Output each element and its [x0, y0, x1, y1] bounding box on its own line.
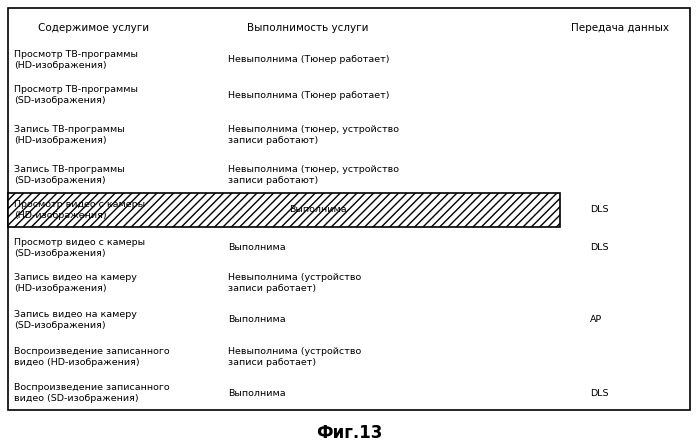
Text: Запись ТВ-программы
(HD-изображения): Запись ТВ-программы (HD-изображения): [14, 125, 124, 145]
Text: Запись ТВ-программы
(SD-изображения): Запись ТВ-программы (SD-изображения): [14, 165, 124, 185]
Text: Просмотр видео с камеры
(HD-изображения): Просмотр видео с камеры (HD-изображения): [14, 200, 145, 220]
Text: Выполнима: Выполнима: [289, 206, 347, 215]
Text: Невыполнима (устройство
записи работает): Невыполнима (устройство записи работает): [228, 273, 361, 293]
Text: Передача данных: Передача данных: [571, 23, 669, 33]
Text: Невыполнима (Тюнер работает): Невыполнима (Тюнер работает): [228, 90, 389, 99]
Text: Невыполнима (Тюнер работает): Невыполнима (Тюнер работает): [228, 56, 389, 65]
Bar: [8, 8, 690, 410]
Text: Запись видео на камеру
(HD-изображения): Запись видео на камеру (HD-изображения): [14, 273, 137, 293]
Text: DLS: DLS: [590, 206, 609, 215]
Text: Невыполнима (устройство
записи работает): Невыполнима (устройство записи работает): [228, 347, 361, 367]
Text: Выполнимость услуги: Выполнимость услуги: [247, 23, 369, 33]
Text: Воспроизведение записанного
видео (HD-изображения): Воспроизведение записанного видео (HD-из…: [14, 347, 170, 367]
Bar: [8, 193, 560, 227]
Text: Фиг.13: Фиг.13: [316, 424, 382, 442]
Text: Невыполнима (тюнер, устройство
записи работают): Невыполнима (тюнер, устройство записи ра…: [228, 125, 399, 145]
Text: Просмотр ТВ-программы
(HD-изображения): Просмотр ТВ-программы (HD-изображения): [14, 50, 138, 70]
Text: AP: AP: [590, 315, 603, 324]
Text: Выполнима: Выполнима: [228, 388, 286, 397]
Text: Выполнима: Выполнима: [228, 315, 286, 324]
Text: Содержимое услуги: Содержимое услуги: [38, 23, 150, 33]
Text: Запись видео на камеру
(SD-изображения): Запись видео на камеру (SD-изображения): [14, 310, 137, 330]
Text: Просмотр ТВ-программы
(SD-изображения): Просмотр ТВ-программы (SD-изображения): [14, 85, 138, 105]
Text: DLS: DLS: [590, 244, 609, 253]
Text: DLS: DLS: [590, 388, 609, 397]
Text: Просмотр видео с камеры
(SD-изображения): Просмотр видео с камеры (SD-изображения): [14, 238, 145, 258]
Text: Невыполнима (тюнер, устройство
записи работают): Невыполнима (тюнер, устройство записи ра…: [228, 165, 399, 185]
Text: Воспроизведение записанного
видео (SD-изображения): Воспроизведение записанного видео (SD-из…: [14, 383, 170, 403]
Text: Выполнима: Выполнима: [228, 244, 286, 253]
